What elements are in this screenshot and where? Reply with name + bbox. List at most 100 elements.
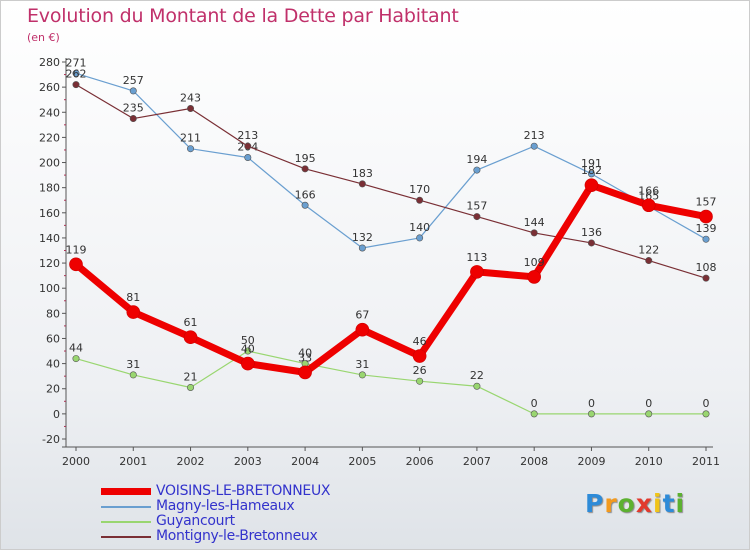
data-label-voisins-le-bretonneux: 33 [298, 351, 312, 364]
x-tick-label: 2010 [635, 455, 663, 468]
data-point-guyancourt [530, 410, 538, 418]
chart-title: Evolution du Montant de la Dette par Hab… [27, 5, 459, 27]
data-label-montigny-le-bretonneux: 213 [237, 129, 258, 142]
data-label-magny-les-hameaux: 140 [409, 221, 430, 234]
data-label-montigny-le-bretonneux: 122 [638, 244, 659, 257]
data-point-voisins-le-bretonneux [527, 270, 541, 284]
data-point-montigny-le-bretonneux [129, 115, 137, 123]
data-point-magny-les-hameaux [416, 234, 424, 242]
data-label-guyancourt: 50 [241, 334, 255, 347]
x-tick-label: 2004 [291, 455, 319, 468]
y-tick-label: 280 [39, 56, 60, 69]
data-point-montigny-le-bretonneux [244, 142, 252, 150]
chart-subtitle: (en €) [27, 31, 60, 44]
logo-letter: o [617, 489, 636, 518]
data-point-voisins-le-bretonneux [412, 349, 427, 363]
legend-label-guyancourt: Guyancourt [156, 513, 235, 529]
data-label-guyancourt: 21 [184, 370, 198, 383]
proxiti-logo: Proxiti [585, 489, 685, 518]
series-line-montigny-le-bretonneux [75, 84, 707, 279]
y-tick-label: 100 [39, 282, 60, 295]
y-tick-label: 80 [46, 307, 60, 320]
data-label-voisins-le-bretonneux: 81 [126, 291, 140, 304]
data-label-voisins-le-bretonneux: 46 [413, 335, 427, 348]
data-point-montigny-le-bretonneux [72, 81, 80, 89]
data-point-voisins-le-bretonneux [355, 322, 370, 337]
data-point-montigny-le-bretonneux [473, 213, 481, 221]
data-point-magny-les-hameaux [530, 142, 538, 150]
data-point-montigny-le-bretonneux [301, 165, 309, 173]
data-label-voisins-le-bretonneux: 61 [184, 316, 198, 329]
data-label-montigny-le-bretonneux: 136 [581, 226, 602, 239]
y-tick-label: 0 [53, 408, 60, 421]
logo-letter: P [585, 489, 605, 518]
logo-letter: r [604, 489, 618, 518]
data-point-magny-les-hameaux [473, 166, 481, 174]
data-label-guyancourt: 0 [645, 397, 652, 410]
y-tick-label: 160 [39, 207, 60, 220]
y-tick-label: -20 [42, 433, 60, 446]
legend-label-voisins: VOISINS-LE-BRETONNEUX [156, 483, 331, 499]
data-point-magny-les-hameaux [187, 145, 195, 153]
series-line-guyancourt [75, 350, 706, 415]
data-label-guyancourt: 0 [531, 397, 538, 410]
data-label-magny-les-hameaux: 191 [581, 157, 602, 170]
legend-swatch-montigny [101, 536, 151, 538]
data-point-voisins-le-bretonneux [641, 198, 656, 213]
data-label-magny-les-hameaux: 194 [466, 153, 487, 166]
data-label-magny-les-hameaux: 166 [295, 188, 316, 201]
data-label-guyancourt: 0 [588, 397, 595, 410]
series-line-magny-les-hameaux [75, 72, 707, 249]
data-label-guyancourt: 22 [470, 369, 484, 382]
data-label-guyancourt: 0 [703, 397, 710, 410]
y-tick-label: 60 [46, 332, 60, 345]
legend-label-montigny: Montigny-le-Bretonneux [156, 528, 318, 544]
data-point-guyancourt [72, 355, 80, 363]
data-point-magny-les-hameaux [587, 170, 595, 178]
data-point-montigny-le-bretonneux [587, 239, 595, 247]
data-label-guyancourt: 44 [69, 342, 83, 355]
x-tick-label: 2005 [348, 455, 376, 468]
data-point-voisins-le-bretonneux [69, 257, 83, 272]
data-point-guyancourt [587, 410, 595, 418]
data-point-guyancourt [473, 382, 481, 390]
data-label-montigny-le-bretonneux: 157 [466, 200, 487, 213]
data-point-magny-les-hameaux [358, 244, 366, 252]
y-tick-label: 240 [39, 106, 60, 119]
data-point-guyancourt [129, 371, 137, 379]
data-label-guyancourt: 40 [298, 347, 312, 360]
data-point-magny-les-hameaux [72, 69, 80, 77]
data-point-guyancourt [702, 410, 710, 418]
logo-letter: i [653, 489, 663, 518]
y-tick-label: 180 [39, 182, 60, 195]
data-label-montigny-le-bretonneux: 262 [66, 68, 87, 81]
data-point-voisins-le-bretonneux [699, 209, 713, 224]
x-tick-label: 2006 [406, 455, 434, 468]
data-point-guyancourt [187, 383, 195, 391]
x-tick-label: 2009 [577, 455, 605, 468]
data-point-montigny-le-bretonneux [416, 196, 424, 204]
series-line-voisins-le-bretonneux [73, 181, 707, 376]
data-point-voisins-le-bretonneux [584, 178, 599, 192]
data-label-magny-les-hameaux: 132 [352, 231, 373, 244]
legend-swatch-magny [101, 506, 151, 508]
data-label-voisins-le-bretonneux: 113 [466, 251, 487, 264]
y-tick-label: 20 [46, 383, 60, 396]
data-label-montigny-le-bretonneux: 183 [352, 167, 373, 180]
data-label-voisins-le-bretonneux: 67 [355, 309, 369, 322]
data-label-guyancourt: 31 [126, 358, 140, 371]
data-point-guyancourt [244, 347, 252, 355]
data-label-voisins-le-bretonneux: 166 [638, 184, 659, 197]
x-tick-label: 2011 [692, 455, 720, 468]
data-point-magny-les-hameaux [129, 87, 137, 95]
data-label-magny-les-hameaux: 257 [123, 74, 144, 87]
data-label-magny-les-hameaux: 271 [66, 56, 87, 69]
data-label-voisins-le-bretonneux: 119 [66, 243, 87, 256]
data-label-montigny-le-bretonneux: 170 [409, 183, 430, 196]
data-point-montigny-le-bretonneux [358, 180, 366, 188]
data-point-montigny-le-bretonneux [530, 229, 538, 237]
data-label-magny-les-hameaux: 139 [696, 222, 717, 235]
legend-swatch-guyancourt [101, 521, 151, 523]
data-point-guyancourt [358, 371, 366, 379]
